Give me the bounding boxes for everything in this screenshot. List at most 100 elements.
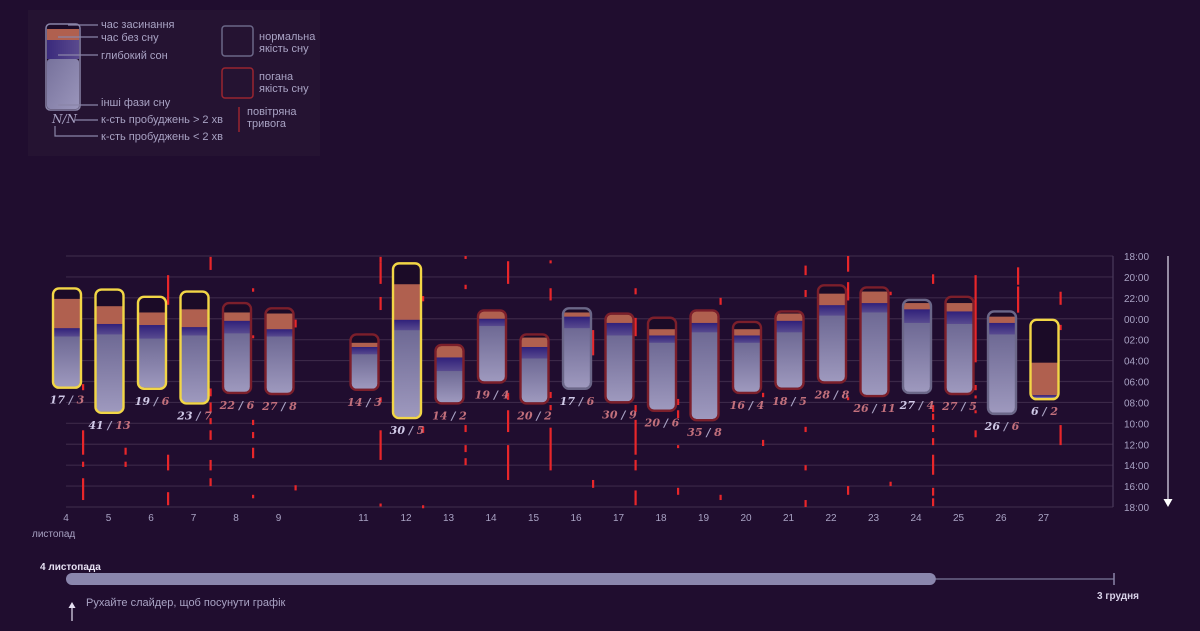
x-tick-label: 18: [655, 513, 667, 524]
night-bar-25[interactable]: 27 / 5: [941, 295, 977, 413]
label-separator: /: [447, 409, 459, 422]
night-bar-9[interactable]: 27 / 8: [261, 307, 297, 413]
wakeups-label: 23 / 7: [176, 409, 212, 422]
label-separator: /: [490, 389, 502, 402]
x-tick-label: 13: [443, 513, 455, 524]
air-raid-alert: [804, 289, 807, 297]
night-bar-16[interactable]: 17 / 6: [560, 307, 595, 408]
air-raid-alert: [592, 479, 595, 488]
awake-segment: [904, 303, 930, 310]
air-raid-alert: [507, 261, 510, 284]
slider-start-label: 4 листопада: [40, 562, 101, 573]
x-tick-label: 9: [276, 513, 282, 524]
x-tick-label: 17: [613, 513, 625, 524]
bar-segments: [436, 345, 463, 403]
air-raid-alert: [209, 418, 212, 425]
air-raid-alert: [1017, 286, 1020, 313]
y-tick-label: 20:00: [1124, 273, 1149, 284]
air-raid-alert: [634, 405, 637, 413]
falling-asleep-segment: [266, 309, 293, 315]
falling-asleep-segment: [946, 297, 973, 304]
label-separator: /: [150, 395, 162, 408]
wakeups-label: 27 / 4: [899, 399, 935, 412]
awake-segment: [181, 309, 208, 328]
wakeups-short: 6: [162, 395, 170, 408]
y-tick-label: 16:00: [1124, 482, 1149, 493]
awake-segment: [394, 284, 420, 321]
air-raid-alert: [464, 284, 467, 290]
x-tick-label: 15: [528, 513, 540, 524]
bar-segments: [139, 297, 165, 388]
night-bar-15[interactable]: 20 / 2: [516, 333, 552, 422]
night-bar-11[interactable]: 14 / 3: [347, 333, 382, 409]
awake-segment: [819, 293, 845, 306]
night-bar-20[interactable]: 16 / 4: [730, 320, 765, 412]
wakeups-short: 8: [289, 400, 297, 413]
arrow-down-icon: [1163, 499, 1173, 507]
falling-asleep-segment: [734, 322, 760, 330]
night-bar-23[interactable]: 26 / 11: [852, 286, 896, 415]
air-raid-alert: [252, 432, 255, 439]
x-tick-label: 5: [106, 513, 112, 524]
wakeups-short: 4: [927, 399, 935, 412]
bar-outline-bad: [816, 284, 848, 384]
deep-sleep-segment: [224, 320, 250, 334]
night-bar-12[interactable]: 30 / 5: [390, 262, 425, 437]
label-separator: /: [702, 426, 714, 439]
other-phases-segment: [904, 322, 930, 392]
air-raid-alert: [932, 487, 935, 496]
air-raid-alert: [974, 395, 977, 399]
wakeups-short: 5: [417, 424, 425, 437]
air-raid-alert: [209, 256, 212, 270]
bar-outline-bad: [476, 309, 508, 384]
label-separator: /: [192, 409, 204, 422]
air-raid-alert: [804, 500, 807, 507]
night-bar-26[interactable]: 26 / 6: [984, 310, 1020, 433]
night-bar-7[interactable]: 23 / 7: [176, 290, 212, 423]
air-raid-alert: [847, 282, 850, 301]
deep-sleep-segment: [266, 329, 293, 338]
night-bar-22[interactable]: 28 / 8: [814, 284, 850, 402]
night-bar-5[interactable]: 41 / 13: [88, 288, 131, 432]
other-phases-segment: [521, 358, 548, 403]
night-bar-13[interactable]: 14 / 2: [432, 343, 467, 422]
bar-segments: [819, 286, 845, 382]
wakeups-label: 20 / 2: [516, 409, 552, 422]
deep-sleep-segment: [691, 322, 718, 333]
air-raid-alert: [209, 388, 212, 397]
air-raid-alert: [209, 478, 212, 487]
wakeups-short: 8: [842, 389, 850, 402]
x-tick-label: 23: [868, 513, 880, 524]
bar-outline-normal: [561, 307, 593, 390]
wakeups-long: 22: [219, 399, 236, 412]
bar-segments: [1031, 320, 1058, 399]
legend-deep-swatch: [47, 40, 79, 59]
falling-asleep-segment: [861, 288, 888, 293]
other-phases-segment: [691, 332, 718, 420]
other-phases-segment: [776, 332, 803, 388]
night-bar-18[interactable]: 20 / 6: [644, 316, 680, 430]
wakeups-short: 7: [204, 409, 212, 422]
label-separator: /: [787, 395, 799, 408]
night-bar-24[interactable]: 27 / 4: [899, 298, 935, 412]
night-bar-21[interactable]: 18 / 5: [772, 310, 807, 408]
awake-segment: [351, 342, 378, 348]
bar-segments: [224, 304, 250, 392]
wakeups-short: 3: [374, 396, 382, 409]
air-raid-alert: [677, 487, 680, 495]
night-bar-14[interactable]: 19 / 4: [475, 309, 510, 402]
wakeups-long: 17: [560, 395, 576, 408]
wakeups-short: 6: [247, 399, 255, 412]
night-bar-8[interactable]: 22 / 6: [219, 301, 255, 412]
bar-outline-bad: [604, 312, 635, 404]
bar-segments: [564, 309, 590, 388]
night-bar-17[interactable]: 30 / 9: [602, 312, 637, 422]
air-raid-alert: [422, 505, 425, 509]
night-bar-4[interactable]: 17 / 3: [50, 287, 85, 407]
bar-segments: [989, 312, 1015, 413]
wakeups-long: 26: [984, 420, 1001, 433]
night-bar-19[interactable]: 35 / 8: [687, 309, 722, 439]
night-bar-6[interactable]: 19 / 6: [135, 295, 170, 408]
deep-sleep-segment: [989, 322, 1015, 335]
night-bar-27[interactable]: 6 / 2: [1029, 318, 1060, 418]
